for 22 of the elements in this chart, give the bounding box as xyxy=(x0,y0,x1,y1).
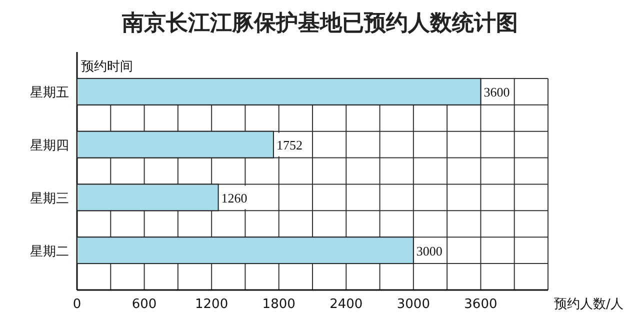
y-axis-title: 预约时间 xyxy=(81,60,133,75)
y-tick-label: 星期三 xyxy=(30,191,69,206)
x-tick-label: 3000 xyxy=(396,297,430,312)
x-tick-label: 1200 xyxy=(195,297,228,312)
bar xyxy=(76,130,274,158)
x-tick-label: 600 xyxy=(132,297,157,312)
y-tick-label: 星期五 xyxy=(30,86,69,101)
bar xyxy=(76,236,414,264)
chart-title: 南京长江江豚保护基地已预约人数统计图 xyxy=(121,10,518,36)
y-tick-label: 星期四 xyxy=(30,138,69,154)
x-tick-label: 1800 xyxy=(262,297,296,312)
bar xyxy=(76,78,482,106)
x-tick-label: 2400 xyxy=(330,297,363,312)
bar xyxy=(76,184,219,212)
x-axis-title: 预约人数/人 xyxy=(554,297,624,312)
x-tick-label: 3600 xyxy=(464,297,498,312)
y-tick-label: 星期二 xyxy=(30,244,69,260)
data-label: 3600 xyxy=(484,84,510,100)
x-tick-label: 0 xyxy=(72,297,82,312)
data-label: 1260 xyxy=(221,190,248,206)
data-label: 3000 xyxy=(416,243,442,258)
data-label: 1752 xyxy=(276,138,302,153)
